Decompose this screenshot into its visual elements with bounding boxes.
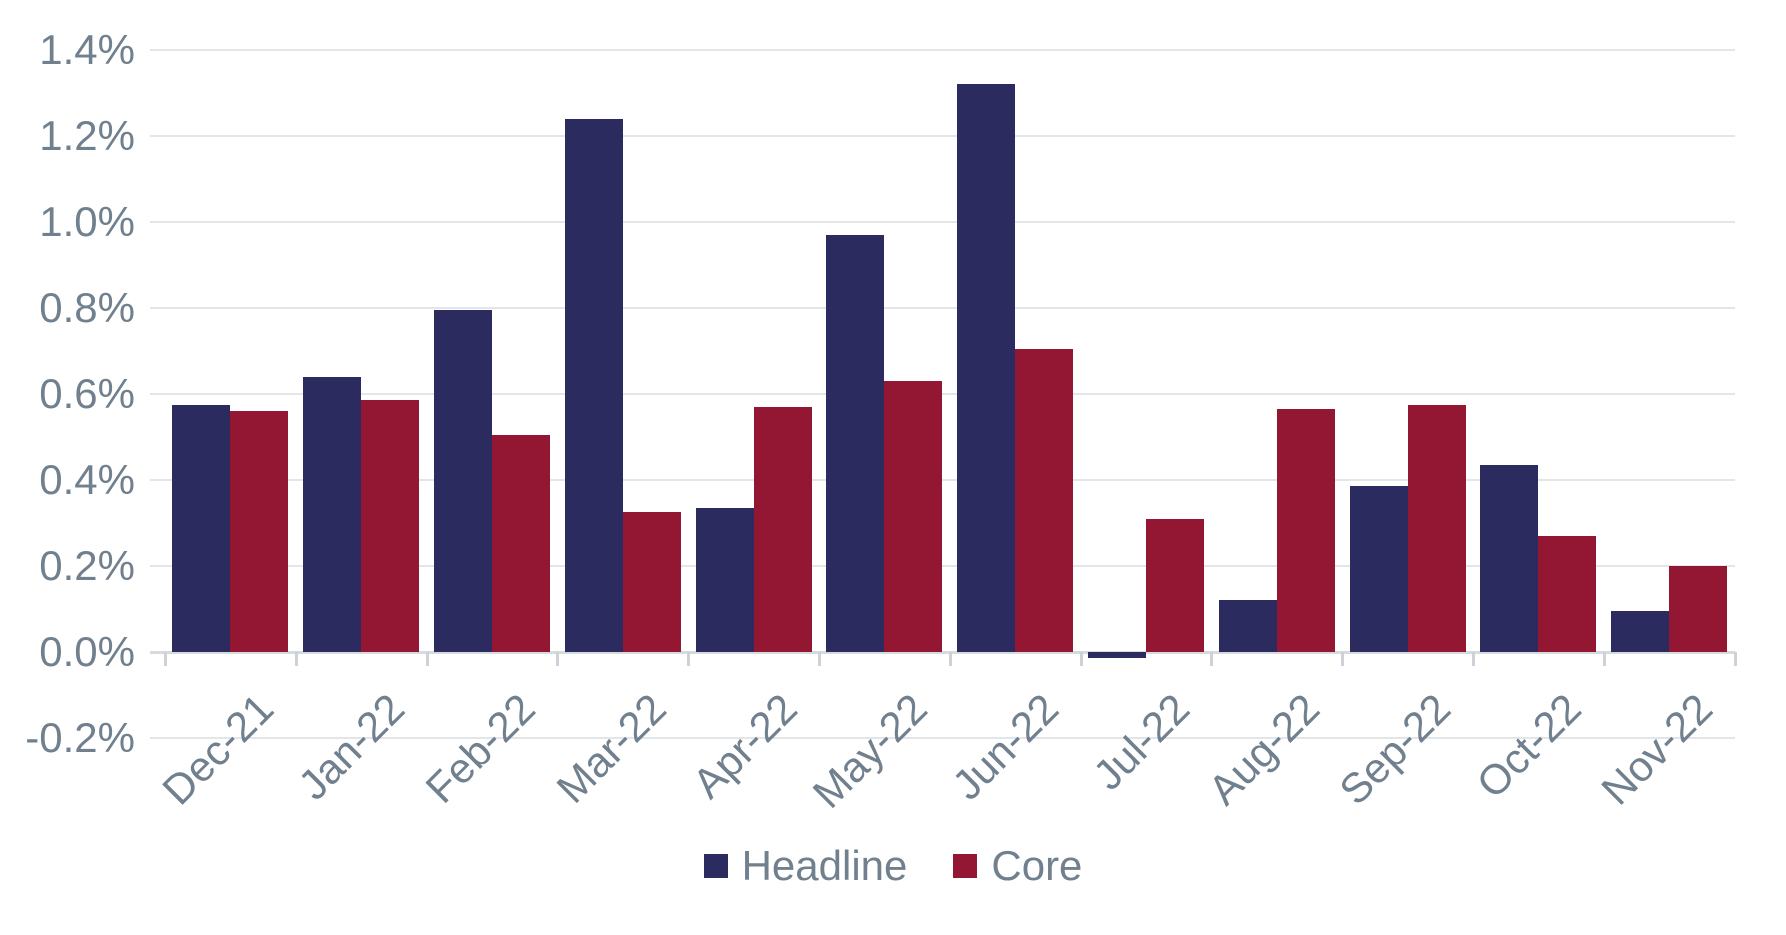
y-axis-tick-label: 0.4%	[39, 456, 135, 503]
bar-core-feb-22	[492, 434, 550, 652]
x-axis-tick-label: Feb-22	[416, 684, 544, 812]
bar-headline-jan-22	[303, 376, 362, 652]
legend-item-headline: Headline	[703, 842, 908, 889]
x-axis-tick-mark	[1079, 652, 1083, 666]
y-axis-tick-label: 1.4%	[39, 26, 135, 73]
legend-swatch-headline	[703, 854, 728, 878]
x-axis-tick-label: May-22	[803, 684, 937, 817]
x-axis-tick-mark	[164, 652, 167, 666]
x-axis-tick-label: Jan-22	[288, 684, 414, 809]
bar-core-nov-22	[1669, 566, 1728, 652]
legend: Headline Core	[0, 843, 1786, 889]
y-axis-tick-label: 0.2%	[39, 542, 135, 589]
x-axis-tick-mark	[818, 652, 821, 666]
x-axis-tick-mark	[1210, 652, 1214, 666]
bar-headline-aug-22	[1218, 600, 1277, 652]
x-axis-tick-label: Jul-22	[1083, 684, 1198, 799]
gridline	[150, 393, 1735, 395]
x-axis-tick-label: Dec-21	[153, 684, 283, 814]
bar-core-dec-21	[230, 411, 289, 652]
y-axis-tick-label: 0.0%	[39, 628, 135, 675]
x-axis-tick-label: Jun-22	[942, 684, 1068, 809]
x-axis-tick-mark	[948, 652, 952, 666]
y-axis-tick-label: 0.6%	[39, 370, 135, 417]
x-axis-tick-mark	[294, 652, 298, 666]
bar-headline-mar-22	[564, 118, 623, 652]
x-axis-tick-mark	[1602, 652, 1606, 666]
x-axis-tick-mark	[1733, 652, 1737, 666]
plot-area	[150, 49, 1737, 739]
x-axis-tick-mark	[1341, 652, 1345, 666]
y-axis-tick-label: 1.2%	[39, 112, 135, 159]
bar-core-apr-22	[753, 406, 812, 652]
y-axis-tick-label: -0.2%	[25, 714, 135, 761]
bar-headline-may-22	[826, 234, 885, 652]
bar-core-jul-22	[1146, 518, 1204, 652]
legend-label-headline: Headline	[741, 842, 908, 889]
y-axis-tick-label: 1.0%	[39, 198, 135, 245]
bar-headline-feb-22	[434, 310, 492, 652]
x-axis-tick-mark	[1472, 652, 1475, 666]
bar-headline-jun-22	[957, 84, 1016, 652]
bar-core-may-22	[884, 381, 943, 652]
legend-swatch-core	[953, 854, 978, 878]
gridline	[150, 737, 1735, 739]
x-axis-tick-label: Aug-22	[1199, 684, 1329, 814]
x-axis-tick-mark	[425, 652, 429, 666]
bar-headline-dec-21	[172, 404, 231, 652]
gridline	[150, 49, 1735, 51]
gridline	[150, 135, 1735, 137]
x-axis-tick-mark	[687, 652, 691, 666]
x-axis-tick-label: Mar-22	[547, 684, 675, 812]
bar-core-jun-22	[1015, 348, 1074, 652]
legend-item-core: Core	[953, 843, 1082, 889]
bar-headline-apr-22	[695, 507, 754, 652]
x-axis-tick-label: Sep-22	[1330, 684, 1460, 814]
bar-core-jan-22	[361, 400, 420, 652]
bar-headline-jul-22	[1088, 652, 1146, 659]
bar-headline-oct-22	[1480, 464, 1539, 652]
gridline	[150, 221, 1735, 223]
gridline	[150, 565, 1735, 567]
bar-core-oct-22	[1538, 535, 1597, 652]
x-axis-tick-label: Nov-22	[1592, 684, 1722, 814]
bar-core-sep-22	[1407, 404, 1466, 652]
x-axis-tick-label: Apr-22	[683, 684, 806, 807]
bar-core-mar-22	[622, 512, 681, 652]
x-axis-tick-label: Oct-22	[1467, 684, 1591, 807]
x-axis-tick-mark	[556, 652, 560, 666]
gridline	[150, 307, 1735, 309]
gridline	[150, 479, 1735, 481]
y-axis-tick-label: 0.8%	[39, 284, 135, 331]
bar-headline-nov-22	[1611, 611, 1670, 652]
bar-core-aug-22	[1276, 409, 1335, 652]
legend-label-core: Core	[991, 842, 1083, 889]
x-axis-line	[150, 651, 1735, 654]
bar-headline-sep-22	[1349, 486, 1408, 652]
